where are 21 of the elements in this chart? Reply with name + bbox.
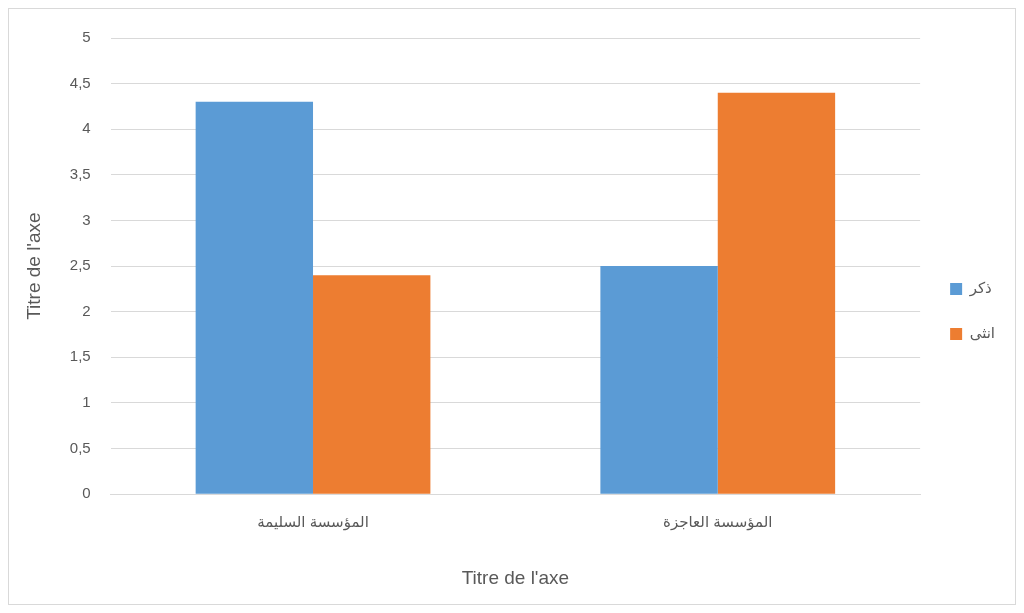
y-tick-label: 1 — [82, 393, 91, 411]
y-tick-label: 3,5 — [69, 165, 91, 182]
y-tick-label: 0,5 — [69, 438, 91, 456]
y-tick-label: 4 — [82, 119, 91, 137]
y-tick-label: 0 — [82, 484, 91, 502]
y-axis-title: Titre de l'axe — [22, 212, 44, 320]
y-tick-label: 2,5 — [69, 256, 91, 274]
y-tick-label: 4,5 — [69, 73, 91, 91]
y-tick-label: 3 — [82, 210, 91, 228]
y-tick-label: 2 — [82, 301, 91, 319]
bar — [600, 266, 718, 494]
x-tick-label: المؤسسة السليمة — [257, 513, 369, 532]
x-axis-title: Titre de l'axe — [461, 566, 570, 588]
bar — [313, 275, 431, 494]
x-tick-label: المؤسسة العاجزة — [663, 513, 773, 532]
bar — [195, 101, 314, 494]
bar — [717, 92, 836, 494]
y-tick-label: 1,5 — [69, 347, 91, 365]
legend-label: انثى — [969, 324, 995, 342]
legend-label: ذكر — [968, 279, 992, 298]
y-tick-label: 5 — [82, 28, 91, 46]
